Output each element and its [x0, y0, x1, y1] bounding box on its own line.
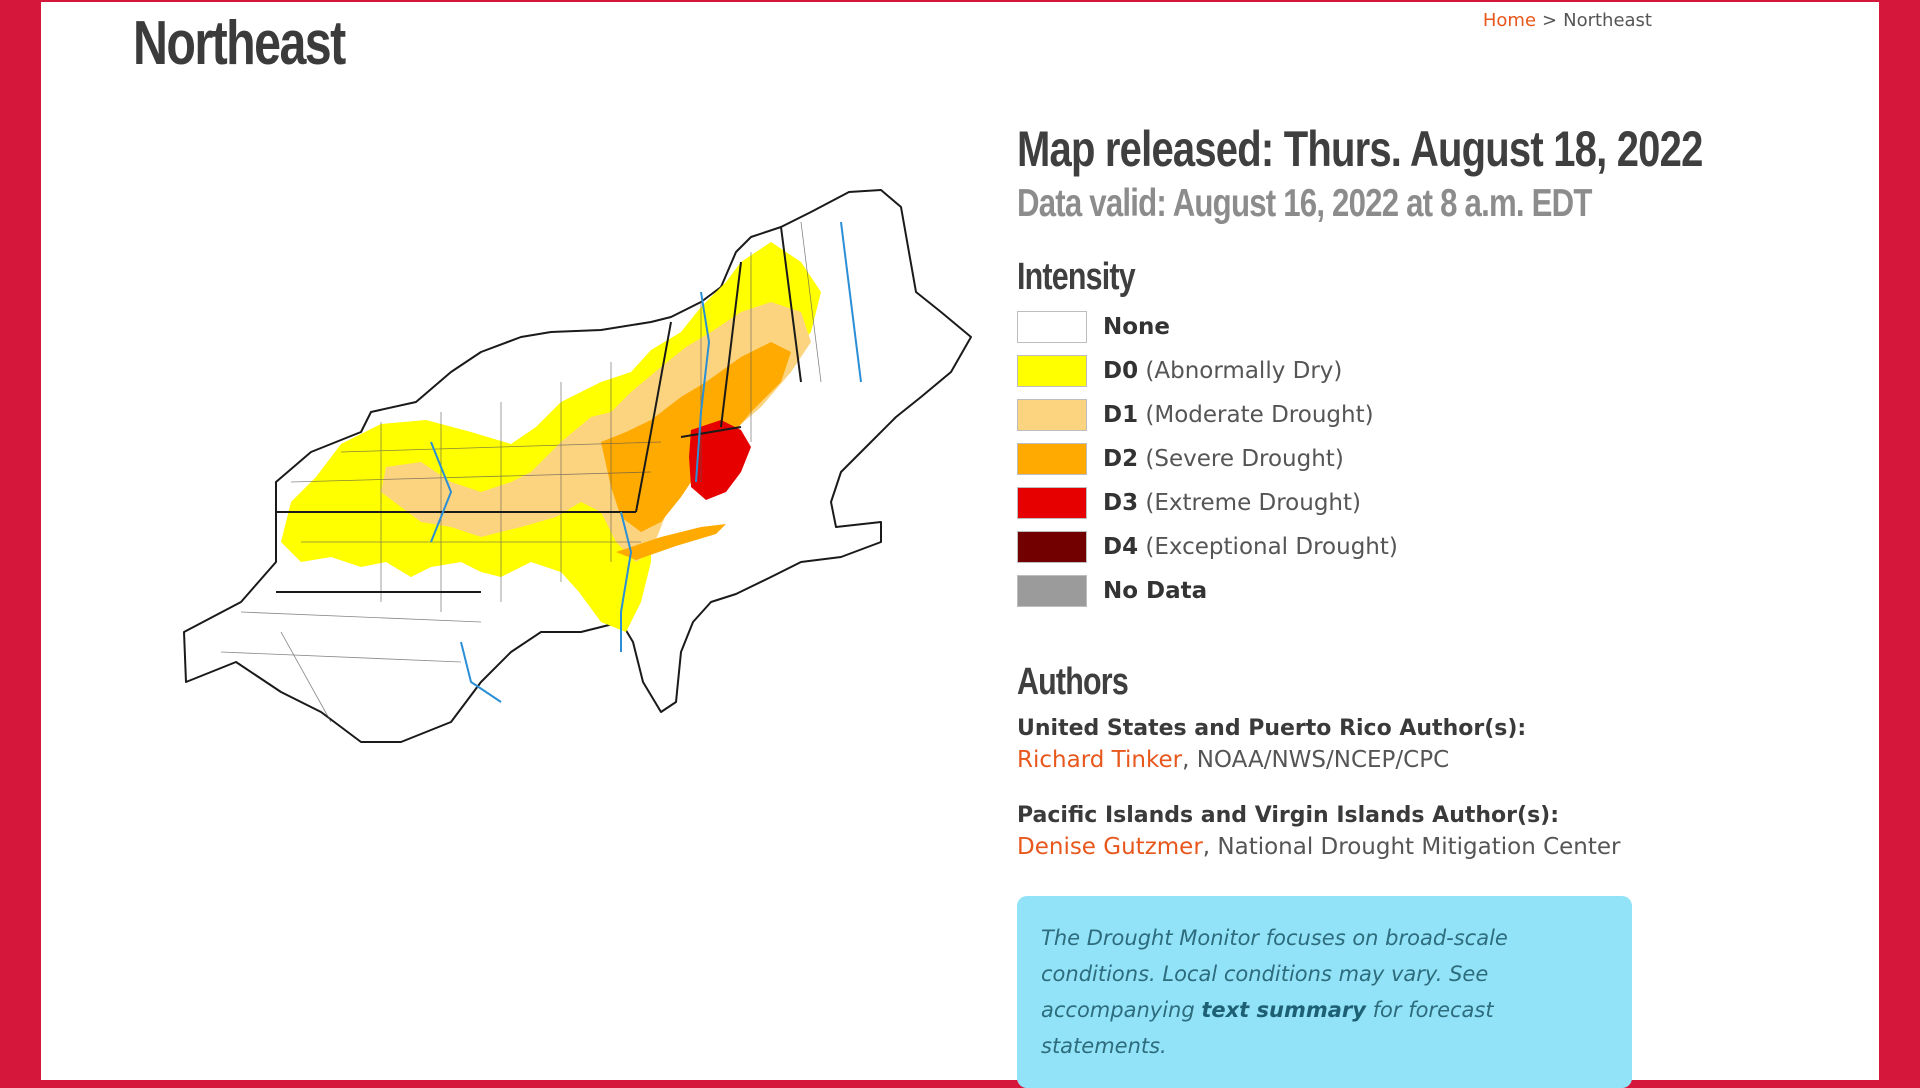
- legend-label: D2 (Severe Drought): [1103, 446, 1344, 472]
- map-released-date: Map released: Thurs. August 18, 2022: [1017, 121, 1703, 177]
- page-title: Northeast: [133, 9, 346, 78]
- legend-label: None: [1103, 314, 1171, 340]
- breadcrumb: Home > Northeast: [1483, 10, 1652, 31]
- breadcrumb-current: Northeast: [1563, 10, 1652, 31]
- drought-map-icon: [183, 189, 972, 743]
- legend-item: D3 (Extreme Drought): [1017, 481, 1677, 525]
- notice-text: The Drought Monitor focuses on broad-sca…: [1041, 926, 1508, 1022]
- intensity-heading: Intensity: [1017, 256, 1136, 298]
- us-author-org: , NOAA/NWS/NCEP/CPC: [1182, 747, 1450, 773]
- legend-swatch: [1017, 531, 1087, 563]
- pi-author-org: , National Drought Mitigation Center: [1202, 834, 1621, 860]
- legend-label: D1 (Moderate Drought): [1103, 402, 1374, 428]
- legend-label: D4 (Exceptional Drought): [1103, 534, 1398, 560]
- legend-item: D0 (Abnormally Dry): [1017, 349, 1677, 393]
- us-author: Richard Tinker, NOAA/NWS/NCEP/CPC: [1017, 747, 1677, 773]
- breadcrumb-separator: >: [1542, 10, 1558, 31]
- page-container: Northeast Home > Northeast: [41, 2, 1879, 1088]
- legend-swatch: [1017, 487, 1087, 519]
- drought-map[interactable]: [181, 182, 1001, 922]
- legend-swatch: [1017, 443, 1087, 475]
- legend-item: D1 (Moderate Drought): [1017, 393, 1677, 437]
- legend-label: No Data: [1103, 578, 1208, 604]
- pi-author: Denise Gutzmer, National Drought Mitigat…: [1017, 834, 1677, 860]
- pi-author-link[interactable]: Denise Gutzmer: [1017, 834, 1203, 860]
- legend-swatch: [1017, 355, 1087, 387]
- legend-label: D3 (Extreme Drought): [1103, 490, 1362, 516]
- intensity-legend: None D0 (Abnormally Dry) D1 (Moderate Dr…: [1017, 305, 1677, 613]
- legend-swatch: [1017, 311, 1087, 343]
- breadcrumb-home-link[interactable]: Home: [1482, 10, 1537, 31]
- text-summary-link[interactable]: text summary: [1201, 998, 1366, 1022]
- pi-authors-heading: Pacific Islands and Virgin Islands Autho…: [1017, 803, 1560, 828]
- legend-item: D4 (Exceptional Drought): [1017, 525, 1677, 569]
- notice-box: The Drought Monitor focuses on broad-sca…: [1017, 896, 1632, 1088]
- authors-heading: Authors: [1017, 661, 1129, 703]
- map-info-panel: Map released: Thurs. August 18, 2022 Dat…: [1017, 120, 1703, 1088]
- legend-item: D2 (Severe Drought): [1017, 437, 1677, 481]
- legend-item: None: [1017, 305, 1677, 349]
- legend-item: No Data: [1017, 569, 1677, 613]
- data-valid-date: Data valid: August 16, 2022 at 8 a.m. ED…: [1017, 182, 1592, 225]
- notice-text-end: for forecast statements.: [1041, 998, 1494, 1058]
- legend-swatch: [1017, 575, 1087, 607]
- us-author-link[interactable]: Richard Tinker: [1017, 747, 1183, 773]
- us-authors-heading: United States and Puerto Rico Author(s):: [1017, 716, 1527, 741]
- legend-label: D0 (Abnormally Dry): [1103, 358, 1343, 384]
- legend-swatch: [1017, 399, 1087, 431]
